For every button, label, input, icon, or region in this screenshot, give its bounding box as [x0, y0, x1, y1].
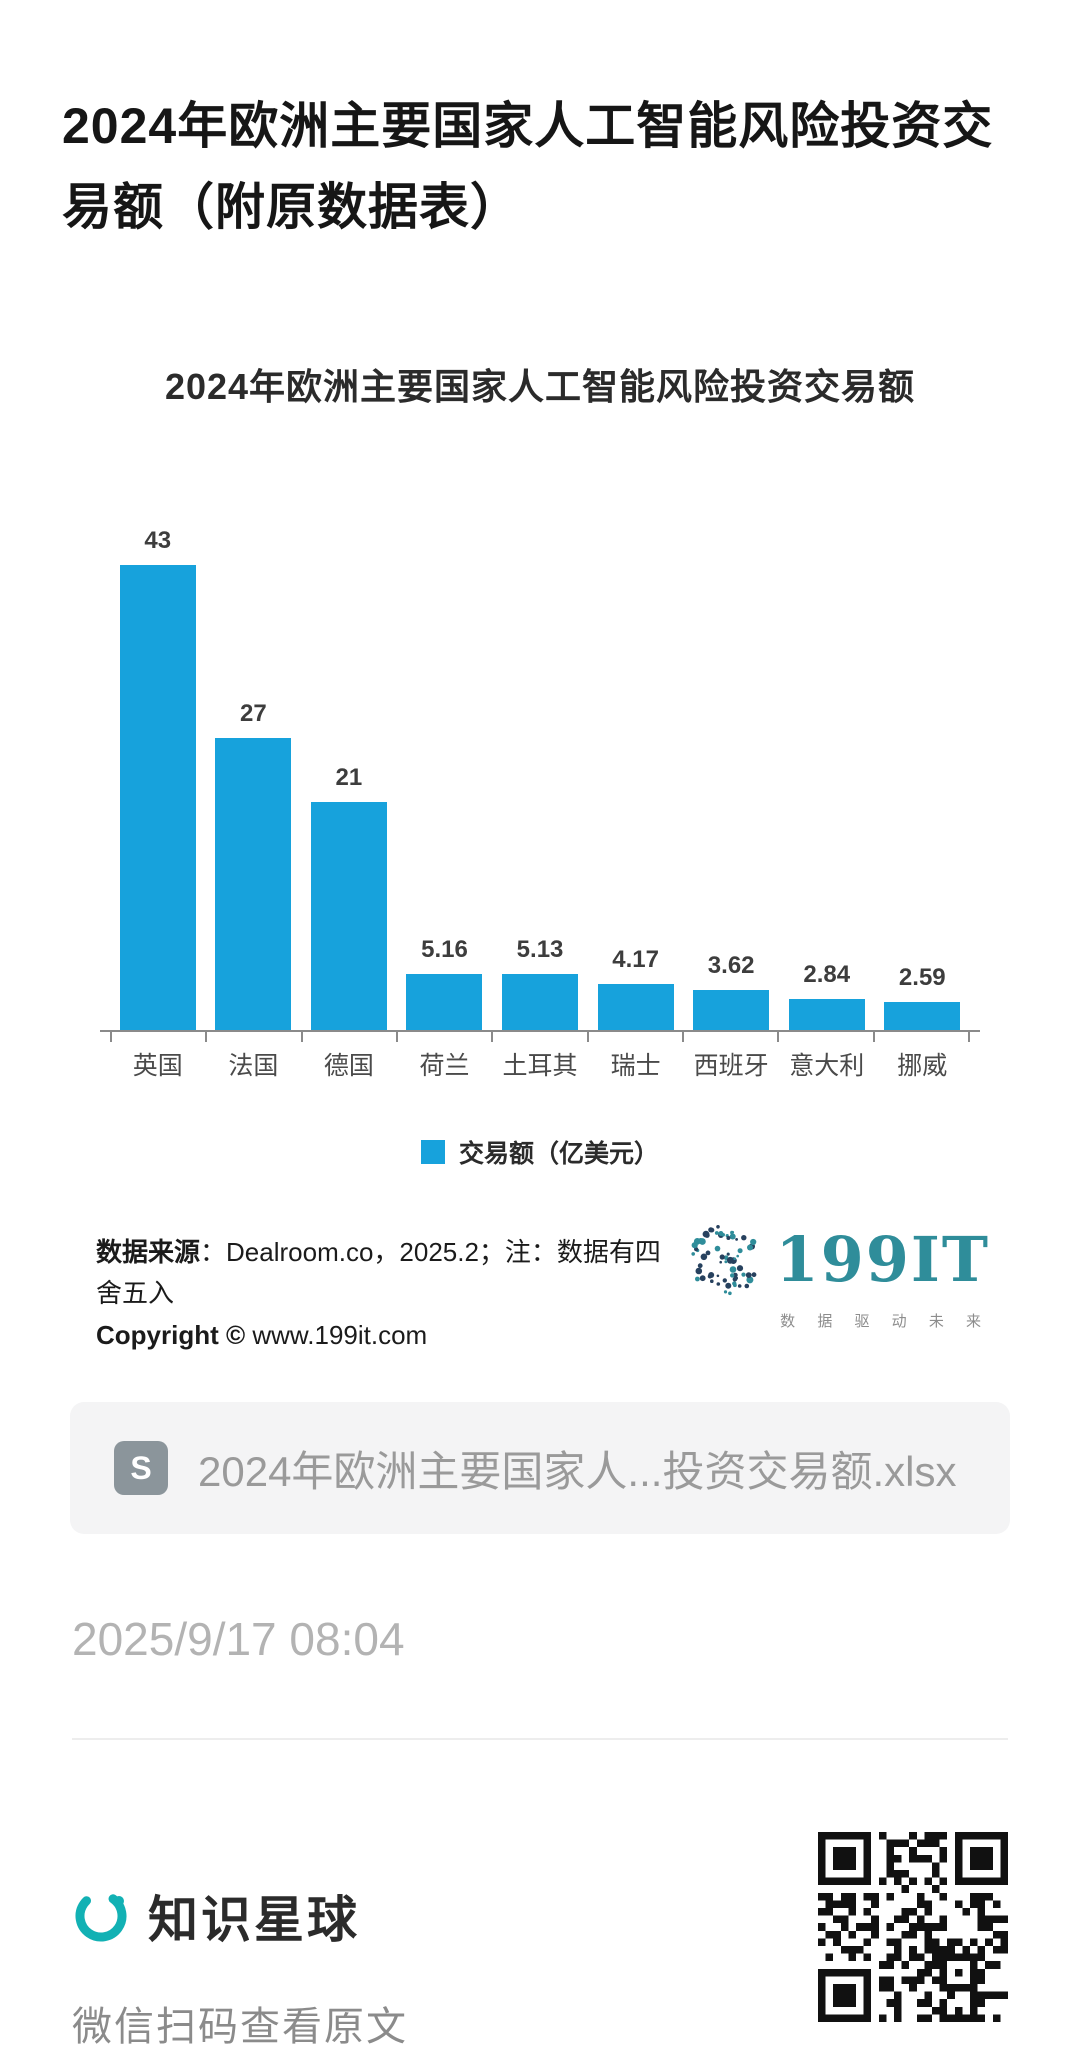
bar-group: 5.13 — [492, 936, 588, 1030]
category-label: 土耳其 — [502, 1051, 578, 1080]
axis-tick — [872, 1031, 875, 1042]
source-line-1: 数据来源：Dealroom.co，2025.2；注：数据有四舍五入 — [96, 1232, 683, 1315]
chart: 2024年欧洲主要国家人工智能风险投资交易额 43 27 21 5.16 5.13 4.1… — [0, 358, 1080, 1170]
attachment-filename: 2024年欧洲主要国家人...投资交易额.xlsx — [198, 1447, 957, 1495]
category-label: 荷兰 — [419, 1051, 470, 1080]
axis-tick — [682, 1031, 684, 1042]
axis-tick — [968, 1031, 970, 1042]
bar-value-label: 2.84 — [803, 960, 851, 988]
chart-legend: 交易额（亿美元） — [0, 1134, 1080, 1170]
footer-caption: 微信扫码查看原文 — [72, 2005, 408, 2050]
source-line-2: Copyright © www.199it.com — [96, 1315, 683, 1357]
brand-199it: 199IT 数 据 驱 动 未 来 — [683, 1218, 990, 1331]
axis-tick — [586, 1031, 589, 1042]
bar-value-label: 2.59 — [898, 963, 946, 991]
divider — [72, 1738, 1008, 1741]
attachment-card[interactable]: S 2024年欧洲主要国家人...投资交易额.xlsx — [70, 1402, 1010, 1535]
bar — [215, 737, 292, 1030]
bar — [693, 990, 770, 1030]
category-label: 德国 — [323, 1051, 374, 1080]
category-label: 瑞士 — [610, 1051, 661, 1080]
copyright-label: Copyright © — [96, 1319, 246, 1350]
bar — [406, 973, 483, 1030]
zsxq-brand-name: 知识星球 — [148, 1892, 360, 1949]
data-source-note: 数据来源：Dealroom.co，2025.2；注：数据有四舍五入 Copyri… — [96, 1232, 683, 1357]
bar-value-label: 27 — [239, 699, 267, 727]
bar-group: 2.84 — [779, 961, 875, 1030]
axis-tick — [396, 1031, 398, 1042]
bar — [502, 974, 579, 1030]
spreadsheet-file-icon: S — [114, 1441, 168, 1496]
bar-chart: 43 27 21 5.16 5.13 4.17 3.62 2.84 2.59 英国 法国 德国 荷兰 土… — [100, 502, 980, 1082]
199it-brand-name: 199IT — [775, 1222, 990, 1296]
post-title: 2024年欧洲主要国家人工智能风险投资交 易额（附原数据表） — [62, 97, 994, 235]
bar-group: 3.62 — [683, 952, 779, 1030]
bar-value-label: 21 — [335, 764, 363, 792]
axis-tick — [777, 1031, 780, 1042]
category-label: 意大利 — [789, 1051, 865, 1080]
axis-tick — [205, 1031, 208, 1042]
bar-value-label: 4.17 — [612, 946, 659, 974]
chart-title: 2024年欧洲主要国家人工智能风险投资交易额 — [164, 365, 916, 407]
199it-tagline: 数 据 驱 动 未 来 — [780, 1312, 990, 1330]
bar-group: 27 — [206, 700, 302, 1030]
bar — [884, 1001, 961, 1030]
category-label: 法国 — [228, 1051, 279, 1080]
bar-group: 21 — [301, 764, 397, 1030]
bar-plot: 43 27 21 5.16 5.13 4.17 3.62 2.84 2.59 — [100, 502, 980, 1032]
bar — [119, 564, 196, 1030]
bar-value-label: 3.62 — [707, 952, 755, 980]
axis-tick — [491, 1031, 494, 1042]
category-labels: 英国 法国 德国 荷兰 土耳其 瑞士 西班牙 意大利 挪威 — [100, 1046, 980, 1082]
axis-tick — [300, 1031, 303, 1042]
copyright-text: www.199it.com — [245, 1319, 428, 1350]
category-label: 西班牙 — [693, 1051, 769, 1080]
zsxq-brand: 知识星球 — [72, 1880, 408, 1952]
post-timestamp: 2025/9/17 08:04 — [72, 1613, 405, 1666]
bar-value-label: 43 — [144, 526, 172, 554]
zsxq-logo-icon — [75, 1890, 127, 1942]
bar-group: 4.17 — [588, 946, 684, 1030]
source-label: 数据来源 — [96, 1236, 201, 1267]
axis-tick — [110, 1031, 112, 1042]
category-label: 英国 — [132, 1051, 183, 1080]
bar-group: 5.16 — [397, 936, 493, 1030]
199it-logo-icon — [691, 1224, 757, 1295]
bar-group: 43 — [110, 527, 206, 1030]
bar — [597, 984, 674, 1030]
qr-code — [818, 1832, 1008, 2023]
footer: 知识星球 微信扫码查看原文 — [72, 1832, 1008, 2052]
bar — [310, 802, 387, 1030]
axis-ticks — [100, 1031, 980, 1042]
category-label: 挪威 — [897, 1051, 948, 1080]
bar-value-label: 5.16 — [421, 935, 468, 963]
bar-group: 2.59 — [875, 964, 971, 1030]
legend-swatch — [420, 1139, 445, 1164]
source-text: ：Dealroom.co，2025.2；注：数据有四舍五入 — [96, 1236, 661, 1309]
legend-label: 交易额（亿美元） — [458, 1139, 659, 1168]
bar-value-label: 5.13 — [516, 936, 564, 964]
bar — [788, 998, 865, 1030]
